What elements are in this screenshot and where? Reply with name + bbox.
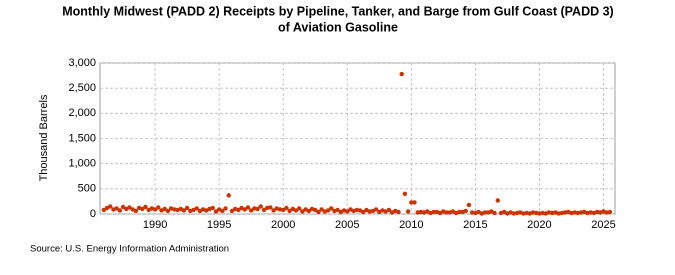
data-point (313, 207, 318, 213)
data-point (268, 205, 273, 210)
data-point (133, 208, 139, 214)
data-point (162, 206, 167, 212)
data-point (466, 202, 472, 208)
x-tick-label: 1990 (143, 219, 167, 231)
data-point (255, 206, 260, 212)
data-point (361, 209, 366, 215)
data-point (210, 205, 215, 211)
data-point (271, 208, 276, 213)
y-tick-label: 3,000 (68, 57, 96, 69)
data-point (287, 208, 292, 214)
y-tick-label: 0 (90, 208, 96, 220)
data-point (402, 191, 408, 197)
data-point (181, 208, 187, 213)
data-point (236, 207, 241, 213)
data-point (329, 206, 334, 211)
data-point (335, 207, 340, 213)
y-tick-label: 1,500 (68, 132, 96, 144)
data-point (409, 200, 414, 205)
data-point (319, 207, 324, 212)
chart-title: Monthly Midwest (PADD 2) Receipts by Pip… (62, 4, 613, 18)
data-point (120, 204, 126, 210)
x-tick-label: 2020 (527, 219, 551, 231)
x-tick-label: 2010 (399, 219, 423, 231)
data-point (306, 208, 312, 214)
data-point (412, 200, 417, 205)
data-point (607, 209, 613, 215)
data-point (220, 208, 225, 214)
chart-title: of Aviation Gasoline (278, 20, 398, 34)
data-point (152, 207, 158, 212)
data-point (444, 210, 449, 215)
data-point (293, 208, 299, 213)
data-point (156, 205, 161, 210)
data-point (431, 209, 436, 215)
data-point (223, 206, 228, 211)
data-point (316, 209, 321, 215)
x-tick-label: 2005 (335, 219, 359, 231)
data-point (297, 206, 302, 211)
data-point (117, 208, 123, 213)
data-point (226, 193, 231, 198)
data-point (284, 205, 289, 211)
data-point (127, 205, 132, 210)
data-point (492, 210, 497, 216)
y-tick-label: 1,000 (68, 158, 96, 170)
data-point (482, 210, 488, 215)
data-point (229, 208, 235, 214)
data-point (399, 71, 404, 77)
data-point (101, 207, 107, 213)
data-point (140, 206, 145, 212)
data-point (280, 207, 286, 213)
data-point (258, 204, 263, 209)
data-point (463, 208, 468, 214)
data-point (261, 207, 267, 213)
data-point (325, 208, 331, 213)
data-point (248, 208, 254, 213)
y-tick-label: 500 (78, 183, 96, 195)
data-point (165, 208, 171, 214)
x-tick-label: 1995 (207, 219, 231, 231)
data-point (108, 204, 113, 209)
y-axis-label: Thousand Barrels (38, 94, 50, 181)
source: Source: U.S. Energy Information Administ… (30, 244, 229, 255)
x-tick-label: 2015 (463, 219, 487, 231)
x-tick-label: 2000 (271, 219, 295, 231)
data-point (345, 209, 350, 214)
y-tick-label: 2,000 (68, 107, 96, 119)
data-point (457, 209, 462, 215)
x-tick-label: 2025 (591, 219, 615, 231)
data-point (373, 207, 379, 212)
data-point (495, 198, 500, 203)
data-point (300, 209, 305, 214)
data-point (245, 205, 251, 210)
data-point (396, 209, 401, 215)
data-point (242, 207, 247, 212)
y-tick-label: 2,500 (68, 82, 96, 94)
data-point (194, 206, 199, 211)
data-point (114, 206, 119, 211)
data-point (405, 209, 411, 214)
data-point (184, 205, 190, 211)
data-point (386, 207, 392, 213)
data-point (143, 204, 148, 210)
data-point (213, 209, 219, 214)
